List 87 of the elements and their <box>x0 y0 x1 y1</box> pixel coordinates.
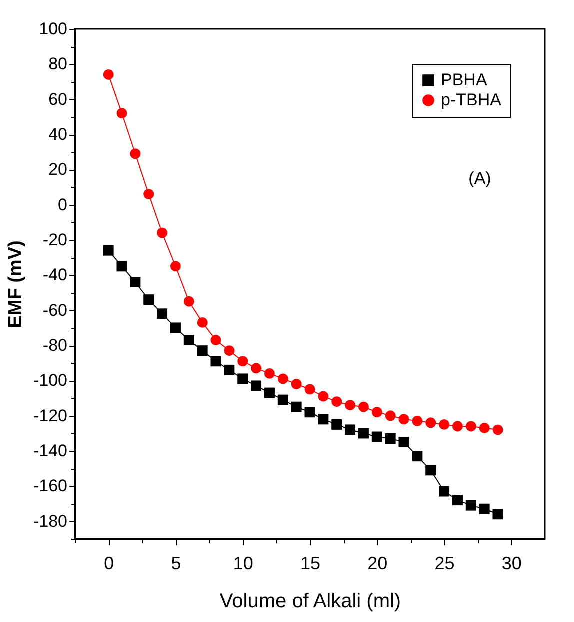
point <box>439 419 450 430</box>
x-tick-label: 10 <box>233 554 254 574</box>
point <box>116 108 128 119</box>
point <box>184 335 194 346</box>
point <box>130 276 141 288</box>
point <box>103 245 114 256</box>
y-tick-label: 20 <box>48 160 68 180</box>
point <box>412 416 423 426</box>
x-tick-label: 15 <box>300 554 321 574</box>
legend-label: p-TBHA <box>441 90 502 110</box>
point <box>452 495 463 506</box>
y-tick-label: -100 <box>33 371 68 390</box>
point <box>385 434 396 444</box>
point <box>385 410 396 422</box>
point <box>398 414 410 425</box>
point <box>224 346 235 356</box>
point <box>251 380 262 392</box>
point <box>264 368 275 379</box>
point <box>358 428 369 439</box>
point <box>170 322 181 334</box>
point <box>426 418 436 428</box>
y-tick-label: -40 <box>42 266 68 285</box>
point <box>278 394 288 406</box>
point <box>116 261 128 272</box>
point <box>304 384 316 395</box>
point <box>251 363 262 374</box>
point <box>318 414 329 425</box>
y-tick-label: -20 <box>42 230 68 250</box>
y-tick-label: 0 <box>58 195 68 214</box>
point <box>210 356 222 367</box>
point <box>492 424 504 436</box>
point <box>452 421 463 432</box>
x-tick-label: 25 <box>434 554 455 574</box>
x-axis-title: Volume of Alkali (ml) <box>220 590 402 612</box>
point <box>197 346 208 356</box>
legend-label: PBHA <box>441 70 488 90</box>
x-tick-label: 0 <box>104 554 114 574</box>
point <box>426 465 436 476</box>
point <box>372 432 382 442</box>
point <box>184 296 194 307</box>
y-tick-label: -140 <box>33 442 68 461</box>
y-tick-label: -180 <box>33 512 68 531</box>
point <box>479 504 490 514</box>
point <box>291 402 302 412</box>
x-tick-label: 30 <box>502 554 522 574</box>
point <box>238 356 248 367</box>
point <box>304 407 316 418</box>
point <box>210 335 222 346</box>
point <box>345 400 356 411</box>
point <box>224 364 235 376</box>
point <box>144 294 154 306</box>
y-tick-label: -60 <box>42 300 68 320</box>
point <box>479 422 490 434</box>
annotation: (A) <box>468 169 492 188</box>
point <box>157 308 168 320</box>
point <box>332 419 342 430</box>
y-axis-title: EMF (mV) <box>5 240 26 328</box>
point <box>398 437 410 448</box>
point <box>318 391 329 402</box>
point <box>492 509 504 520</box>
y-tick-label: 60 <box>48 90 68 109</box>
y-tick-label: 40 <box>48 125 68 144</box>
y-tick-label: -120 <box>33 406 68 426</box>
point <box>412 451 423 462</box>
x-tick-label: 5 <box>171 554 182 574</box>
point <box>170 261 181 272</box>
point <box>466 421 476 432</box>
point <box>372 407 382 418</box>
point <box>345 424 356 436</box>
point <box>264 388 275 398</box>
x-tick-label: 20 <box>368 554 388 574</box>
point <box>278 374 288 384</box>
point <box>238 374 248 384</box>
y-tick-label: -80 <box>42 336 68 356</box>
point <box>291 379 302 390</box>
point <box>466 500 476 511</box>
point <box>332 396 342 408</box>
y-tick-label: 100 <box>39 20 68 38</box>
point <box>144 189 154 200</box>
point <box>358 402 369 412</box>
y-tick-label: -160 <box>33 476 68 496</box>
point <box>439 486 450 497</box>
point <box>197 317 208 328</box>
y-tick-label: 80 <box>48 54 68 74</box>
point <box>157 228 168 238</box>
point <box>103 69 114 80</box>
point <box>130 148 141 160</box>
